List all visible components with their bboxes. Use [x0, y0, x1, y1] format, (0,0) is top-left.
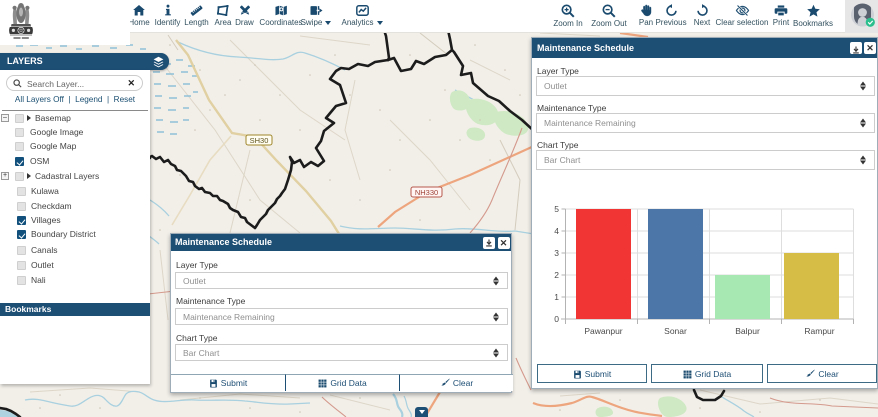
svg-text:1: 1 — [554, 292, 559, 302]
svg-text:NH330: NH330 — [415, 188, 438, 197]
svg-text:SH30: SH30 — [250, 136, 269, 145]
svg-text:4: 4 — [554, 226, 559, 236]
svg-text:2: 2 — [554, 270, 559, 280]
svg-text:Rampur: Rampur — [804, 326, 834, 336]
svg-text:0: 0 — [554, 314, 559, 324]
svg-text:5: 5 — [554, 204, 559, 214]
svg-text:Balpur: Balpur — [735, 326, 760, 336]
svg-text:Pawanpur: Pawanpur — [584, 326, 622, 336]
svg-text:Sonar: Sonar — [664, 326, 687, 336]
svg-text:3: 3 — [554, 248, 559, 258]
